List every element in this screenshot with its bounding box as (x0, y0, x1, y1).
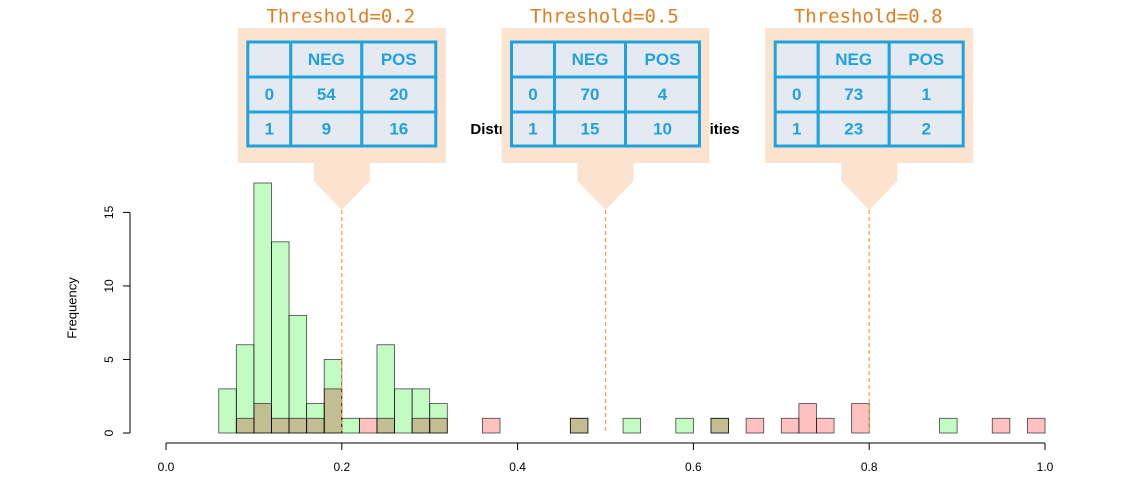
row-header: 1 (528, 119, 537, 138)
bar (288, 314, 308, 434)
table-value: 4 (658, 85, 668, 104)
bar (411, 417, 431, 434)
table-cell (246, 40, 293, 79)
histogram: 0 5 10 15 0.0 0.2 0.4 0.6 0.8 1.0 (102, 182, 1054, 474)
table-value: 54 (317, 85, 336, 104)
column-header: NEG (572, 50, 609, 69)
threshold-label: Threshold=0.2 (266, 6, 415, 28)
bar (622, 417, 642, 434)
table-cell (816, 110, 891, 148)
bar (675, 417, 694, 434)
bar (376, 417, 395, 434)
bar (288, 417, 308, 434)
y-tick-label: 15 (102, 205, 116, 219)
row-header: 0 (792, 85, 801, 104)
table-cell (624, 110, 701, 148)
row-header: 1 (792, 119, 801, 138)
column-header: POS (645, 50, 681, 69)
bar (816, 417, 835, 434)
table-cell (553, 110, 627, 148)
y-axis-label: Frequency (64, 277, 79, 339)
bar (253, 403, 272, 434)
column-header: NEG (308, 50, 345, 69)
row-header: 1 (265, 119, 274, 138)
row-header: 0 (528, 85, 537, 104)
table-cell (887, 110, 965, 148)
bar (323, 388, 343, 434)
table-cell (510, 40, 556, 79)
bar (991, 417, 1011, 434)
table-cell (773, 40, 820, 79)
bar (429, 417, 448, 434)
threshold-label: Threshold=0.8 (794, 6, 943, 28)
table-cell (360, 75, 438, 114)
callout-arrow (313, 163, 370, 210)
callout-arrow (841, 163, 898, 210)
column-header: POS (908, 50, 944, 69)
column-header: POS (381, 50, 417, 69)
table-value: 9 (322, 119, 331, 138)
bar (341, 417, 360, 434)
bar (306, 417, 325, 434)
table-value: 16 (389, 119, 408, 138)
table-cell (246, 110, 293, 148)
bar (798, 403, 817, 434)
x-tick-label: 0.2 (333, 460, 350, 474)
threshold-label: Threshold=0.5 (530, 6, 679, 28)
table-cell (510, 110, 556, 148)
y-tick-label: 5 (102, 356, 116, 363)
table-value: 10 (653, 119, 672, 138)
table-value: 1 (921, 85, 930, 104)
column-header: NEG (835, 50, 872, 69)
bar (271, 241, 290, 434)
y-tick-label: 10 (102, 279, 116, 293)
table-value: 23 (844, 119, 863, 138)
table-cell (360, 110, 438, 148)
table-cell (624, 75, 701, 114)
bar (745, 417, 765, 434)
x-tick-label: 0.6 (685, 460, 702, 474)
x-tick-label: 0.0 (158, 460, 175, 474)
x-tick-label: 1.0 (1037, 460, 1054, 474)
table-value: 2 (921, 119, 930, 138)
bar (358, 417, 378, 434)
bar (710, 417, 729, 434)
table-cell (360, 40, 438, 79)
row-header: 0 (265, 85, 274, 104)
bar (235, 417, 255, 434)
callout-arrow (577, 163, 634, 210)
bar (482, 417, 501, 434)
bar (851, 403, 870, 434)
x-tick-label: 0.8 (861, 460, 878, 474)
table-value: 20 (389, 85, 408, 104)
bar (780, 417, 800, 434)
table-value: 73 (844, 85, 863, 104)
bar (1027, 417, 1046, 434)
x-tick-label: 0.4 (509, 460, 526, 474)
y-tick-label: 0 (102, 429, 116, 436)
bar (253, 182, 272, 434)
table-cell (773, 75, 820, 114)
table-value: 70 (581, 85, 600, 104)
bar (271, 417, 290, 434)
bar (569, 417, 589, 434)
table-cell (289, 110, 364, 148)
bar (218, 388, 237, 434)
bar (394, 388, 413, 434)
table-value: 15 (581, 119, 600, 138)
table-cell (289, 75, 364, 114)
bar (939, 417, 958, 434)
table-cell (887, 75, 965, 114)
